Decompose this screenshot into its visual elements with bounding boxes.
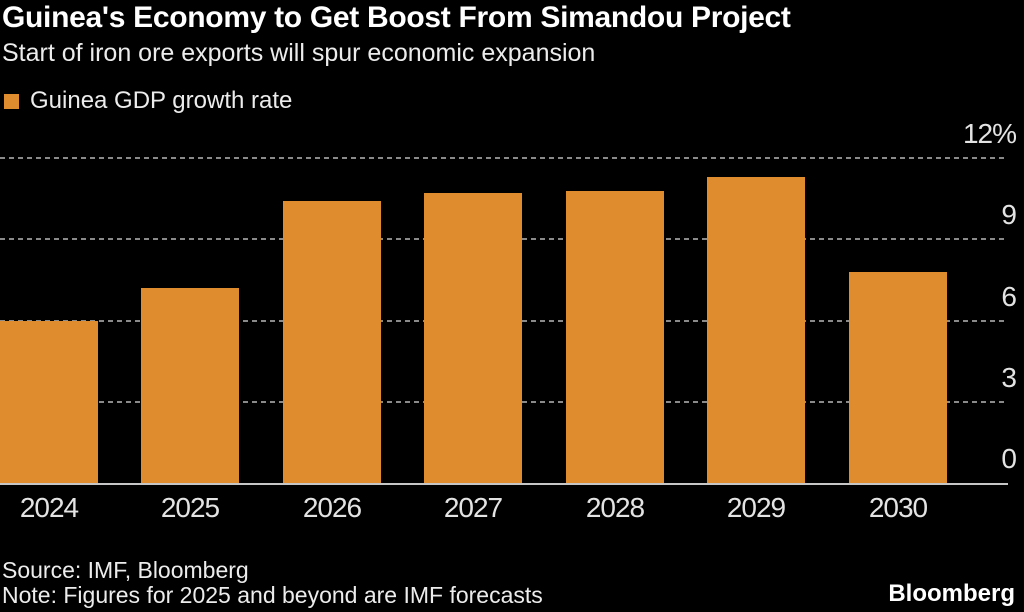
y-axis-label-12: 12% [962,118,1017,149]
y-axis-label-6: 6 [1001,281,1017,312]
x-axis-label-2028: 2028 [585,492,645,523]
bloomberg-logo: Bloomberg [888,580,1015,607]
chart-subtitle: Start of iron ore exports will spur econ… [2,39,596,67]
legend-swatch-icon [4,93,19,109]
bar-2030 [849,272,947,483]
note-line: Note: Figures for 2025 and beyond are IM… [2,582,543,608]
chart-title: Guinea's Economy to Get Boost From Siman… [2,1,791,34]
bar-2028 [566,191,664,483]
y-axis-label-9: 9 [1001,199,1017,230]
y-axis-label-3: 3 [1001,362,1017,393]
x-axis-label-2027: 2027 [443,492,503,523]
legend-label: Guinea GDP growth rate [30,87,293,114]
x-axis-label-2025: 2025 [160,492,220,523]
bar-2024 [0,321,98,483]
source-line: Source: IMF, Bloomberg [2,557,249,583]
bar-2025 [141,288,239,483]
x-axis-label-2026: 2026 [302,492,362,523]
bar-2026 [283,201,381,483]
y-axis-label-0: 0 [1001,443,1017,474]
x-axis-label-2030: 2030 [868,492,928,523]
legend: Guinea GDP growth rate [4,88,292,114]
x-axis-label-2029: 2029 [726,492,786,523]
x-axis-label-2024: 2024 [19,492,79,523]
bar-2027 [424,193,522,483]
y-gridline-12 [0,157,1008,159]
plot-area: 0 3 6 9 12% 2024 2025 2026 2027 2028 2029 2030 [0,120,1017,523]
bar-2029 [707,177,805,483]
x-axis-line [0,483,1008,485]
